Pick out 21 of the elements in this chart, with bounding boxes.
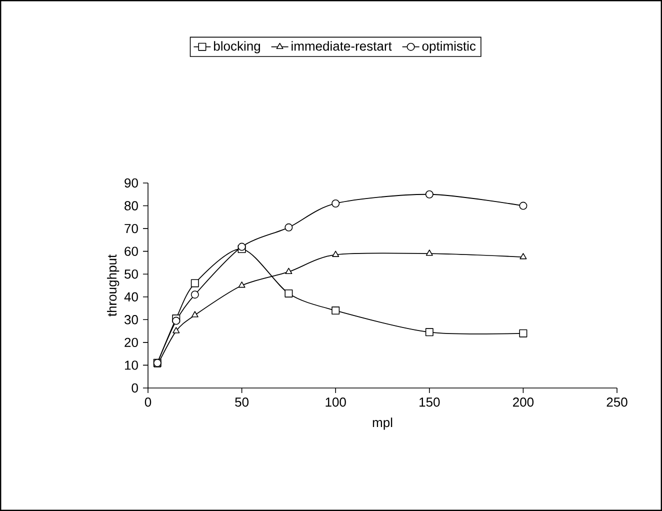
y-tick-label: 60	[124, 246, 138, 256]
legend-label: optimistic	[422, 41, 476, 54]
y-tick-label: 70	[124, 224, 138, 234]
x-tick-label: 250	[606, 398, 628, 407]
y-tick-label: 20	[124, 338, 138, 348]
x-tick-label: 50	[235, 398, 249, 407]
y-tick-label: 10	[125, 360, 138, 370]
legend-label: blocking	[214, 41, 260, 54]
y-tick-label: 30	[124, 315, 138, 324]
x-tick-label: 0	[144, 398, 152, 407]
x-tick-label: 100	[326, 398, 346, 407]
y-tick-label: 40	[124, 292, 138, 302]
y-axis-title: throughput	[107, 254, 120, 316]
x-tick-label: 200	[513, 398, 534, 407]
y-tick-label: 80	[124, 201, 138, 210]
x-axis-title: mpl	[372, 418, 392, 430]
y-tick-label: 90	[124, 178, 138, 188]
y-tick-label: 50	[124, 270, 138, 279]
x-tick-label: 150	[420, 398, 440, 407]
y-tick-label: 0	[132, 383, 138, 393]
legend-label: immediate-restart	[292, 41, 392, 51]
